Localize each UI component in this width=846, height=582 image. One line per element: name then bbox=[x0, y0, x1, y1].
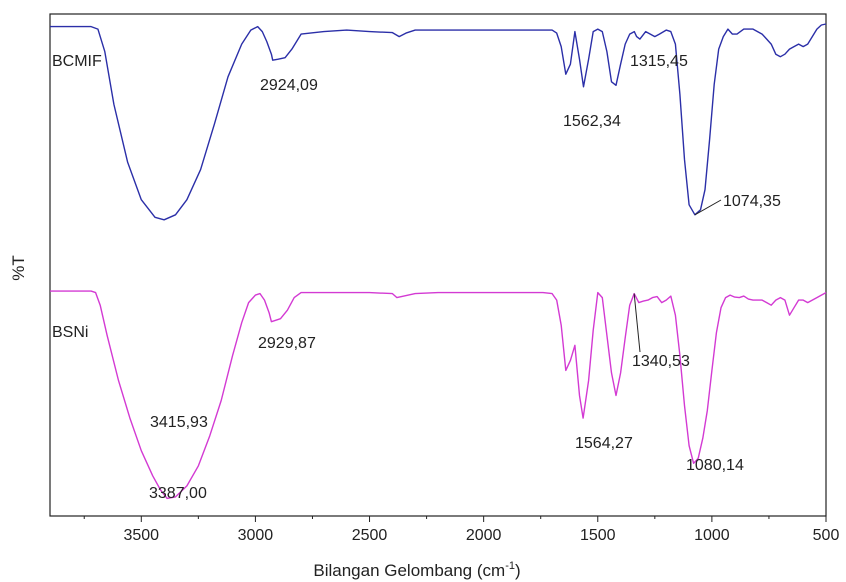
peak-label: 2929,87 bbox=[258, 335, 316, 352]
x-tick-label: 2000 bbox=[466, 527, 502, 544]
series-line-bcmif bbox=[50, 23, 827, 221]
series-label-bcmif: BCMIF bbox=[52, 53, 102, 70]
x-tick-label: 500 bbox=[813, 527, 840, 544]
peak-label: 3415,93 bbox=[150, 414, 208, 431]
x-axis-label: Bilangan Gelombang (cm-1) bbox=[313, 560, 520, 580]
x-tick-label: 1500 bbox=[580, 527, 616, 544]
peak-leader-line bbox=[633, 293, 641, 353]
plot-frame bbox=[49, 13, 827, 517]
x-tick-label: 3500 bbox=[123, 527, 159, 544]
peak-label: 1080,14 bbox=[686, 457, 744, 474]
peak-label: 1564,27 bbox=[575, 435, 633, 452]
peak-label: 1315,45 bbox=[630, 53, 688, 70]
series-label-bsni: BSNi bbox=[52, 324, 88, 341]
series-line-bsni bbox=[50, 290, 827, 500]
peak-label: 1074,35 bbox=[723, 193, 781, 210]
peak-label: 1340,53 bbox=[632, 353, 690, 370]
x-axis-label-sup: -1 bbox=[505, 560, 515, 572]
peak-label: 1562,34 bbox=[563, 113, 621, 130]
x-axis-label-suffix: ) bbox=[515, 561, 521, 580]
x-axis-label-text: Bilangan Gelombang (cm bbox=[313, 561, 505, 580]
x-tick-label: 1000 bbox=[694, 527, 730, 544]
peak-label: 2924,09 bbox=[260, 77, 318, 94]
peak-label: 3387,00 bbox=[149, 485, 207, 502]
x-tick-label: 2500 bbox=[352, 527, 388, 544]
peak-leader-line bbox=[694, 199, 722, 216]
x-tick-label: 3000 bbox=[238, 527, 274, 544]
